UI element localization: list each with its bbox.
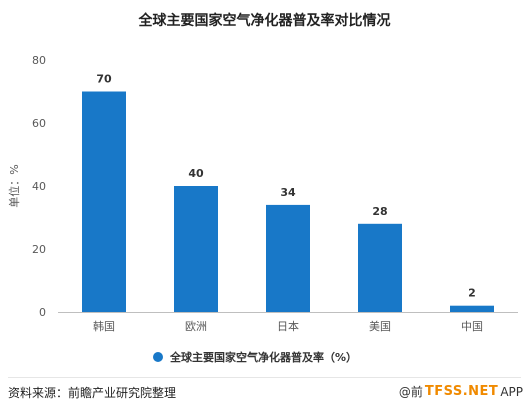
y-tick-label: 40: [32, 180, 46, 193]
x-axis-ticks: 韩国 欧洲 日本 美国 中国: [93, 319, 483, 333]
bar-value-label: 40: [188, 167, 204, 180]
publisher-logo: @前 TFSS.NET APP: [399, 383, 523, 400]
y-axis-ticks: 0 20 40 60 80: [32, 54, 46, 319]
x-tick-label: 韩国: [93, 319, 115, 333]
y-tick-label: 0: [39, 306, 46, 319]
bar: [82, 91, 126, 312]
chart-title: 全球主要国家空气净化器普及率对比情况: [138, 13, 391, 29]
y-tick-label: 20: [32, 243, 46, 256]
legend: 全球主要国家空气净化器普及率（%）: [153, 350, 357, 364]
bar: [266, 204, 310, 312]
x-tick-label: 日本: [277, 319, 299, 333]
bar-value-labels: 70 40 34 28 2: [96, 73, 475, 300]
source-note: 资料来源：前瞻产业研究院整理: [8, 386, 177, 400]
bar: [174, 186, 218, 312]
legend-marker: [153, 352, 163, 362]
bar-value-label: 28: [372, 205, 387, 218]
bars: [82, 91, 494, 312]
logo-prefix: @前: [398, 385, 423, 399]
bar-value-label: 34: [280, 186, 296, 199]
y-tick-label: 80: [32, 54, 46, 67]
x-tick-label: 欧洲: [185, 320, 207, 333]
y-axis-label: 单位：%: [7, 164, 21, 207]
x-tick-label: 美国: [369, 320, 391, 333]
footer-divider: [8, 377, 521, 378]
y-tick-label: 60: [32, 117, 46, 130]
bar: [358, 223, 402, 312]
logo-brand: TFSS.NET: [424, 384, 499, 399]
bar-value-label: 70: [96, 73, 112, 86]
logo-suffix: APP: [500, 384, 523, 399]
x-tick-label: 中国: [461, 320, 483, 333]
bar-value-label: 2: [468, 287, 476, 300]
y-axis-title: 单位：%: [7, 164, 21, 207]
legend-label: 全球主要国家空气净化器普及率（%）: [169, 350, 357, 364]
bar: [450, 305, 494, 312]
